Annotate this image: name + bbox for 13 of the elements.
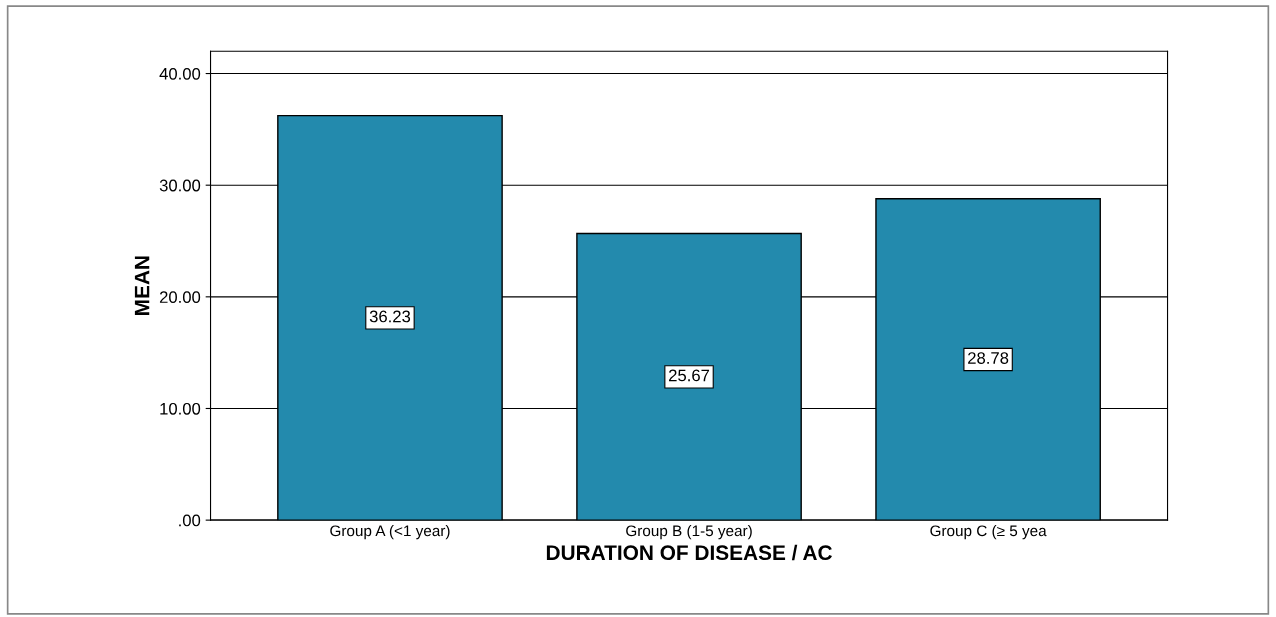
y-tick-label: 30.00 bbox=[159, 179, 201, 192]
y-tick-label: .00 bbox=[179, 514, 201, 527]
x-tick-label: Group B (1-5 year) bbox=[626, 524, 752, 540]
data-label: 36.23 bbox=[369, 310, 411, 323]
x-tick-label: Group A (<1 year) bbox=[330, 524, 450, 540]
data-label: 25.67 bbox=[669, 369, 710, 382]
y-axis-title: MEAN bbox=[134, 256, 150, 315]
x-axis-title: DURATION OF DISEASE / AC bbox=[546, 544, 832, 561]
y-tick-label: 20.00 bbox=[159, 291, 201, 304]
x-tick-label: Group C (≥ 5 yea bbox=[930, 524, 1047, 540]
y-tick-label: 10.00 bbox=[160, 402, 201, 415]
y-tick-label: 40.00 bbox=[159, 67, 201, 80]
data-label: 28.78 bbox=[968, 352, 1009, 364]
